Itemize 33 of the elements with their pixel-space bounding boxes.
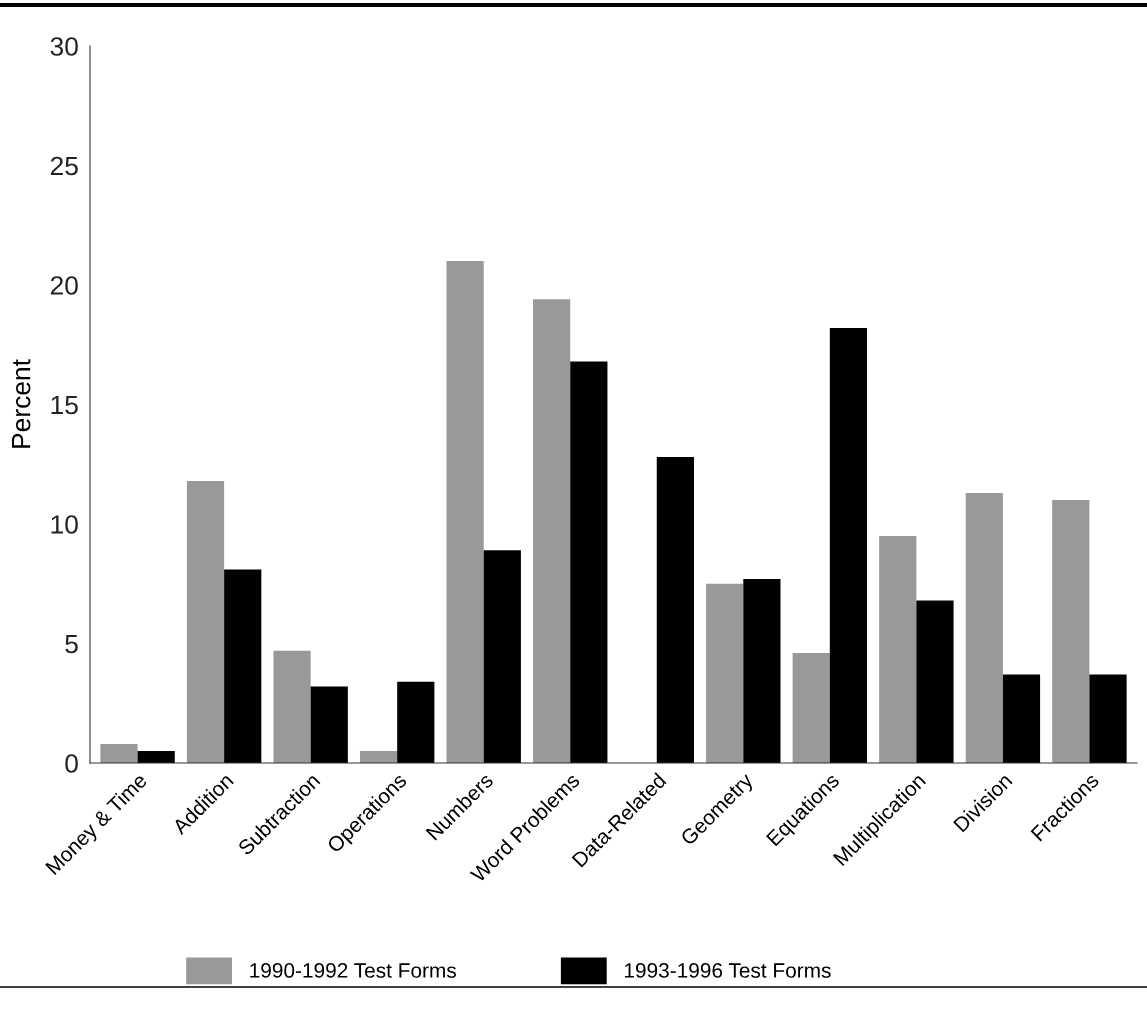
bar [1002,674,1041,763]
bar [792,653,830,763]
bar [916,600,954,763]
y-tick-label: 25 [50,156,78,176]
bar [879,535,917,763]
bar [1052,500,1090,763]
y-tick-label: 30 [50,37,78,56]
bar [397,681,435,763]
bar [743,578,781,763]
y-tick-label: 15 [51,395,78,415]
y-tick-label: 10 [51,515,78,534]
bar [186,480,225,763]
bar [273,650,311,763]
bar [310,686,348,763]
bar [965,492,1003,763]
legend-label: 1993-1996 Test Forms [624,963,831,978]
y-tick-label: 20 [50,276,78,295]
y-tick-label: 5 [65,634,78,654]
bar [446,261,484,763]
bar [483,550,521,763]
bar [100,743,138,763]
legend-label: 1990-1992 Test Forms [250,963,456,978]
bar [533,299,571,763]
bar [1089,674,1127,763]
bar [570,361,608,763]
y-tick-label: 0 [65,754,78,773]
bar [137,751,175,763]
y-axis-title: Percent [12,359,31,448]
bar [829,328,868,763]
bar [656,457,694,763]
bar [359,751,398,763]
bar [706,583,744,763]
bar [224,569,262,763]
